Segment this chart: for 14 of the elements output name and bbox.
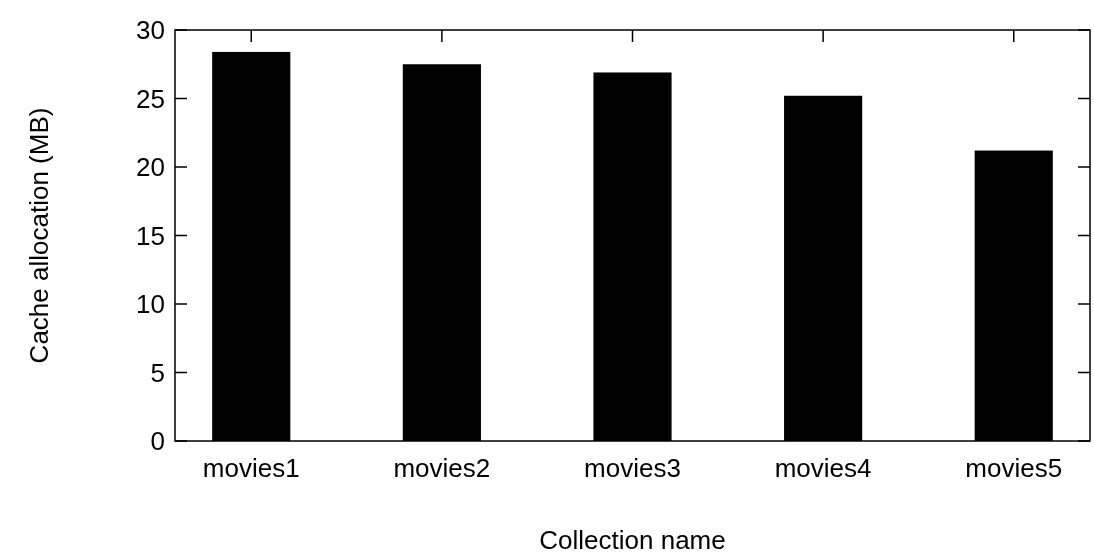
y-tick-label: 0 [150,426,165,457]
y-tick-label: 15 [136,220,165,251]
y-tick-label: 25 [136,83,165,114]
y-axis-title: Cache allocation (MB) [24,107,54,364]
x-axis-title: Collection name [539,525,726,555]
y-tick-label: 10 [136,289,165,320]
x-tick-label: movies5 [965,453,1063,483]
x-tick-label: movies1 [202,453,300,483]
x-tick-label: movies2 [393,453,491,483]
x-tick-label: movies4 [774,453,872,483]
y-tick-label: 30 [136,15,165,46]
x-tick-label: movies3 [584,453,681,483]
y-tick-label: 5 [150,357,165,388]
y-tick-label: 20 [136,152,165,183]
